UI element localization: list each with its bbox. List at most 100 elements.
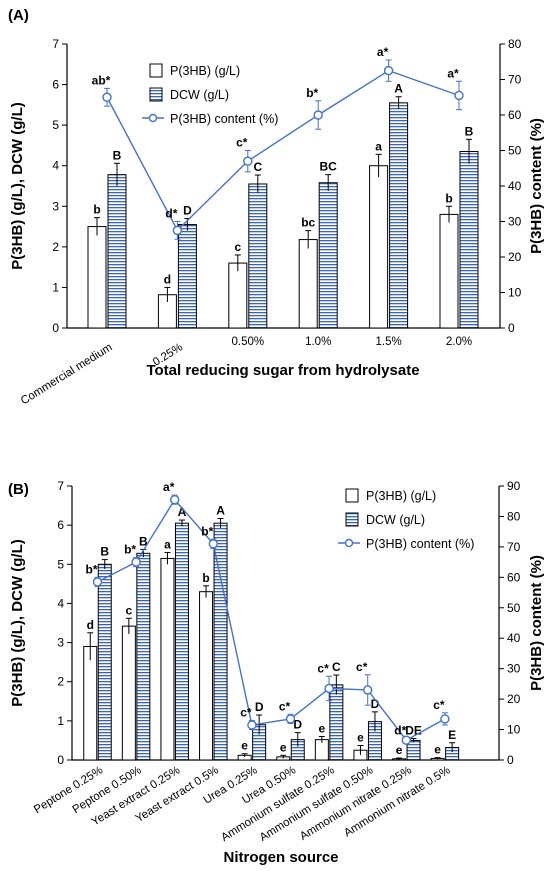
y2-tick-label: 70 bbox=[507, 540, 521, 554]
y2-tick-label: 60 bbox=[507, 570, 521, 584]
content-point bbox=[102, 92, 112, 102]
y-tick-label: 0 bbox=[52, 321, 59, 335]
legend-entry: P(3HB) (g/L) bbox=[170, 64, 240, 78]
content-point bbox=[247, 720, 257, 730]
significance-label: b bbox=[93, 203, 100, 217]
content-point bbox=[440, 714, 450, 724]
y2-tick-label: 10 bbox=[508, 286, 522, 300]
content-significance-label: a* bbox=[163, 480, 175, 494]
content-significance-label: a* bbox=[377, 45, 389, 59]
significance-label: A bbox=[216, 503, 225, 517]
y-tick-label: 6 bbox=[52, 78, 59, 92]
content-point bbox=[169, 495, 180, 505]
y2-tick-label: 70 bbox=[508, 73, 522, 87]
content-significance-label: c* bbox=[356, 660, 368, 674]
y2-tick-label: 10 bbox=[507, 723, 521, 737]
content-point bbox=[401, 735, 411, 745]
bar-p3hb bbox=[160, 557, 175, 761]
legend-entry: P(3HB) content (%) bbox=[366, 537, 474, 551]
bar-dcw bbox=[329, 684, 344, 761]
content-significance-label: c* bbox=[433, 698, 445, 712]
y-axis-title: P(3HB) (g/L), DCW (g/L) bbox=[9, 102, 26, 269]
significance-label: b bbox=[445, 191, 452, 205]
content-significance-label: a* bbox=[447, 66, 459, 80]
content-point bbox=[285, 714, 296, 724]
y2-tick-label: 0 bbox=[508, 321, 515, 335]
panel-label: (A) bbox=[8, 7, 29, 24]
bar-p3hb bbox=[199, 591, 214, 761]
content-point bbox=[454, 90, 464, 101]
significance-label: E bbox=[448, 728, 456, 742]
y2-tick-label: 60 bbox=[508, 108, 522, 122]
significance-label: A bbox=[178, 505, 187, 519]
y-tick-label: 1 bbox=[52, 280, 59, 294]
bar-dcw bbox=[459, 151, 479, 329]
y2-tick-label: 30 bbox=[507, 662, 521, 676]
content-significance-label: c* bbox=[236, 136, 248, 150]
content-significance-label: b* bbox=[86, 562, 98, 576]
bar-dcw bbox=[318, 182, 338, 329]
significance-label: bc bbox=[301, 216, 315, 230]
significance-label: B bbox=[113, 148, 122, 162]
significance-label: C bbox=[253, 160, 262, 174]
x-axis-title: Total reducing sugar from hydrolysate bbox=[146, 362, 419, 379]
significance-label: B bbox=[139, 534, 148, 548]
content-significance-label: c* bbox=[317, 661, 329, 675]
y2-tick-label: 50 bbox=[507, 601, 521, 615]
significance-label: DE bbox=[405, 723, 422, 737]
y2-tick-label: 80 bbox=[508, 37, 522, 51]
y2-tick-label: 50 bbox=[508, 144, 522, 158]
legend-entry: P(3HB) (g/L) bbox=[366, 489, 436, 503]
y-tick-label: 4 bbox=[52, 159, 59, 173]
significance-label: e bbox=[434, 743, 441, 757]
category-label: Commercial medium bbox=[19, 341, 115, 407]
legend-swatch bbox=[149, 87, 163, 102]
y2-tick-label: 40 bbox=[507, 631, 521, 645]
y-tick-label: 3 bbox=[52, 199, 59, 213]
y2-tick-label: 40 bbox=[508, 179, 522, 193]
significance-label: e bbox=[396, 743, 403, 757]
significance-label: B bbox=[100, 545, 109, 559]
significance-label: D bbox=[255, 700, 264, 714]
legend-entry: DCW (g/L) bbox=[366, 513, 425, 527]
significance-label: c bbox=[234, 240, 241, 254]
significance-label: b bbox=[202, 571, 209, 585]
bar-p3hb bbox=[87, 226, 107, 329]
content-point bbox=[383, 65, 394, 76]
y-tick-label: 2 bbox=[52, 240, 59, 254]
bar-p3hb bbox=[439, 213, 459, 329]
bar-p3hb bbox=[83, 645, 98, 761]
bar-dcw bbox=[389, 102, 409, 329]
content-significance-label: b* bbox=[124, 543, 136, 557]
y2-tick-label: 20 bbox=[507, 692, 521, 706]
y-tick-label: 5 bbox=[52, 118, 59, 132]
category-label: 0.50% bbox=[231, 336, 264, 348]
y-tick-label: 2 bbox=[57, 675, 64, 689]
significance-label: e bbox=[357, 731, 364, 745]
y2-tick-label: 0 bbox=[507, 753, 514, 767]
y-tick-label: 7 bbox=[57, 479, 64, 493]
significance-label: B bbox=[465, 124, 474, 138]
legend-entry: DCW (g/L) bbox=[170, 88, 229, 102]
y2-tick-label: 30 bbox=[508, 215, 522, 229]
legend-swatch bbox=[345, 512, 359, 527]
y2-axis-title: P(3HB) content (%) bbox=[528, 555, 545, 691]
bar-p3hb bbox=[121, 625, 136, 761]
bar-p3hb bbox=[298, 239, 318, 329]
content-point bbox=[243, 156, 253, 166]
y-tick-label: 6 bbox=[57, 518, 64, 532]
legend-swatch bbox=[345, 488, 359, 503]
significance-label: e bbox=[319, 722, 326, 736]
content-point bbox=[208, 539, 219, 549]
significance-label: d bbox=[164, 272, 171, 286]
significance-label: a bbox=[375, 139, 382, 153]
content-significance-label: b* bbox=[201, 524, 213, 538]
significance-label: D bbox=[183, 203, 192, 217]
significance-label: A bbox=[394, 82, 403, 96]
bar-dcw bbox=[174, 522, 189, 761]
bar-dcw bbox=[107, 174, 127, 329]
content-line bbox=[106, 69, 460, 232]
significance-label: d bbox=[87, 618, 94, 632]
content-point bbox=[172, 225, 183, 236]
